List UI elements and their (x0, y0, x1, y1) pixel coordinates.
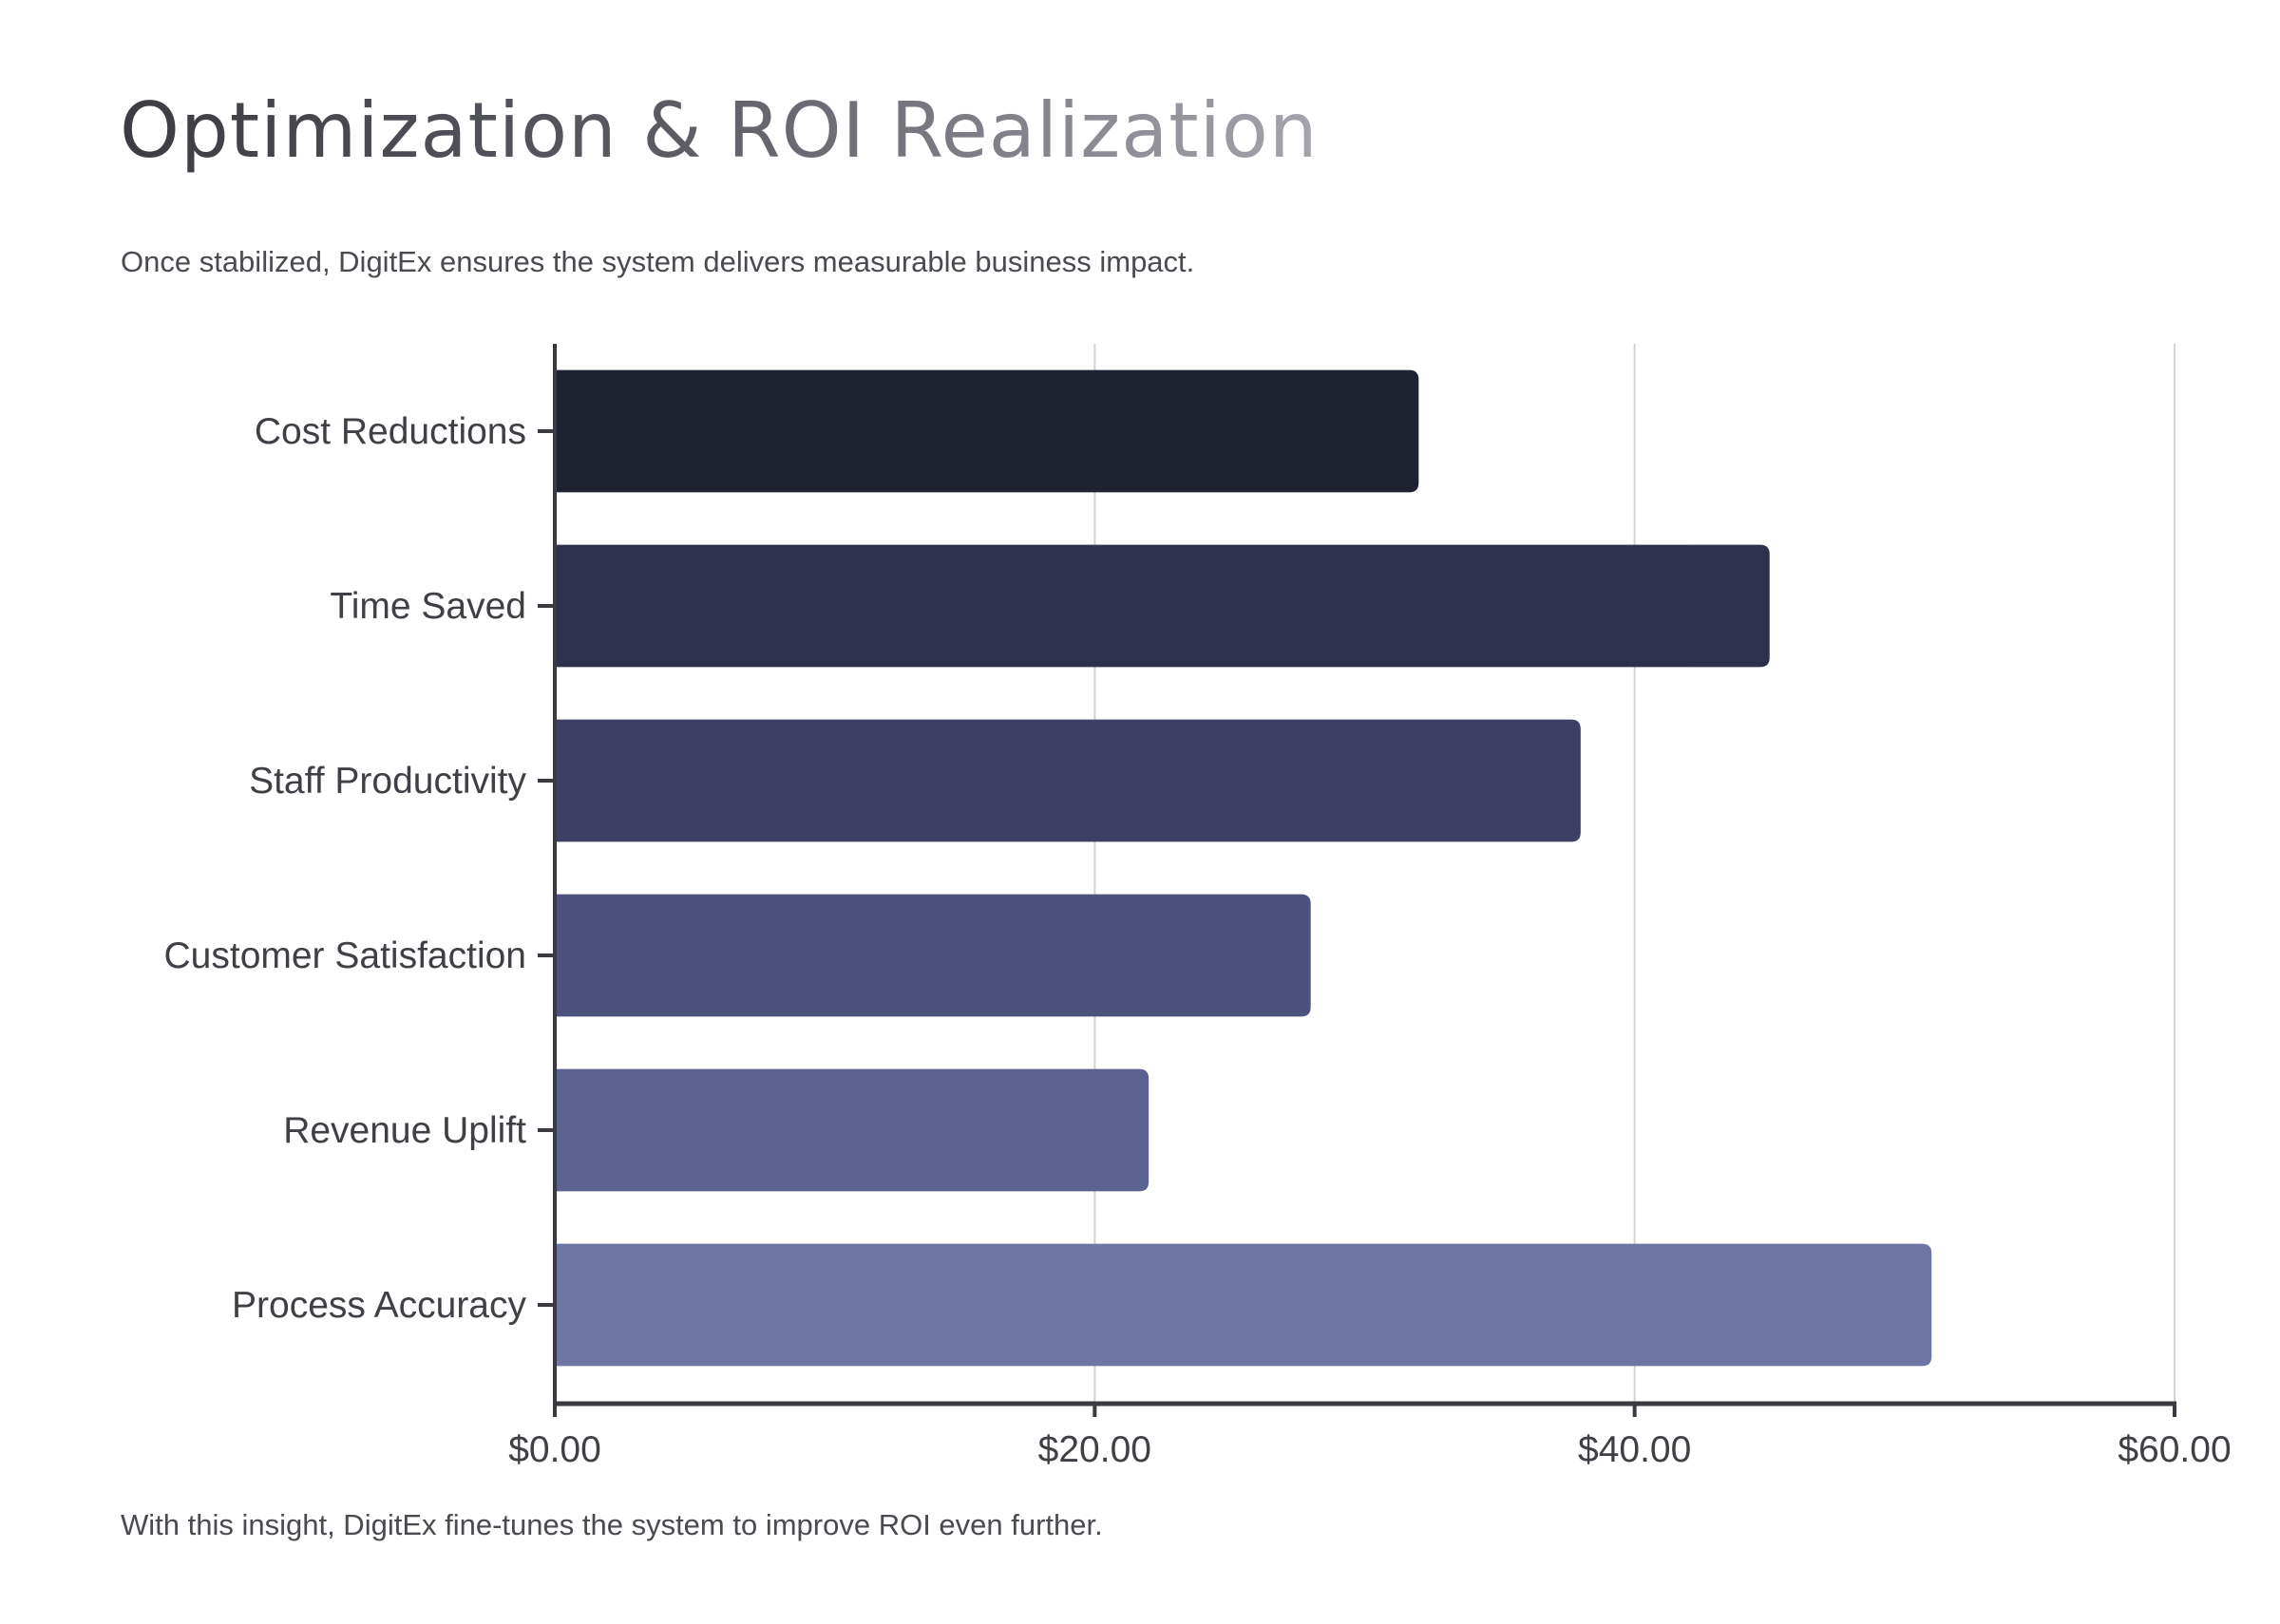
bar-revenue-uplift (555, 1068, 1150, 1192)
bar-cost-reductions (555, 369, 1419, 493)
category-label: Process Accuracy (232, 1285, 526, 1326)
x-tick-label: $0.00 (508, 1429, 601, 1470)
bar-staff-productivity (555, 719, 1581, 842)
category-label: Staff Productivity (249, 761, 526, 802)
footer-note: With this insight, DigitEx fine-tunes th… (121, 1508, 1103, 1541)
axis-labels: $0.00 $20.00 $40.00 $60.00 Cost Reductions Ti… (164, 411, 2232, 1470)
bar-time-saved (555, 544, 1770, 668)
axes (538, 344, 2176, 1417)
grid-lines (1093, 344, 2176, 1404)
category-label: Cost Reductions (255, 411, 526, 452)
category-label: Customer Satisfaction (164, 935, 527, 976)
x-tick-label: $40.00 (1578, 1429, 1691, 1470)
x-tick-label: $20.00 (1038, 1429, 1151, 1470)
bars (555, 369, 1932, 1367)
bar-process-accuracy (555, 1243, 1932, 1367)
bar-customer-satisfaction (555, 894, 1311, 1017)
category-label: Revenue Uplift (283, 1110, 526, 1151)
page-title: Optimization & ROI Realization (120, 84, 1319, 179)
category-label: Time Saved (330, 586, 526, 627)
x-tick-label: $60.00 (2118, 1429, 2231, 1470)
page-subtitle: Once stabilized, DigitEx ensures the sys… (121, 245, 1195, 278)
